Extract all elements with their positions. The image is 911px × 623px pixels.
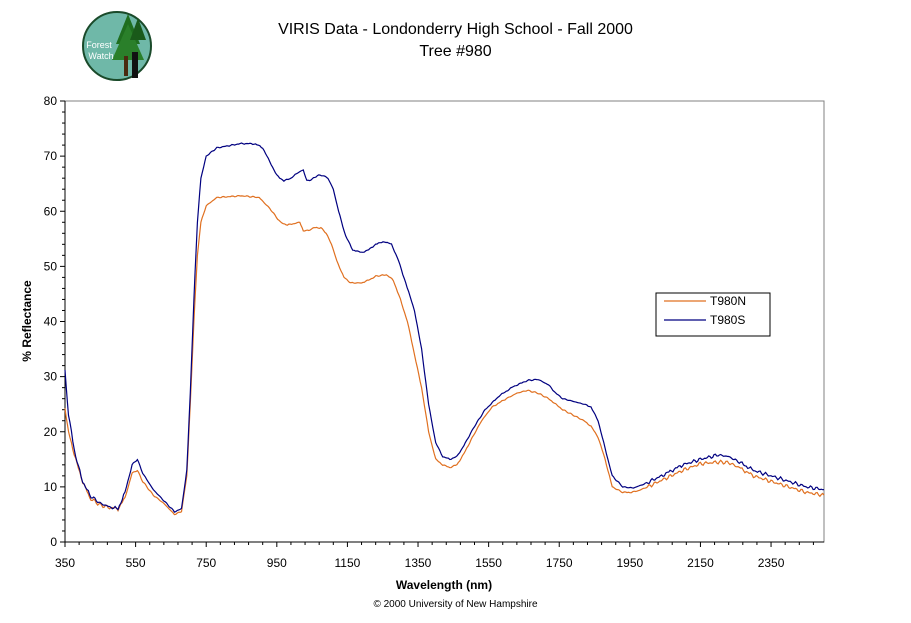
logo-text-watch: Watch: [88, 51, 113, 61]
y-tick-label: 70: [44, 149, 58, 163]
x-tick-label: 2350: [758, 556, 785, 570]
y-tick-label: 10: [44, 480, 58, 494]
reflectance-chart: 0 10 20 30 40 50 60 70 80 350 550 750 950 1150 1350 15…: [20, 94, 825, 592]
y-tick-label: 40: [44, 315, 58, 329]
x-tick-label: 750: [196, 556, 216, 570]
y-tick-label: 80: [44, 94, 58, 108]
y-tick-label: 20: [44, 425, 58, 439]
forest-watch-logo: Forest Watch: [82, 11, 152, 81]
logo-text-forest: Forest: [86, 40, 112, 50]
legend-box: [655, 292, 771, 337]
x-tick-label: 1750: [546, 556, 573, 570]
x-axis: 350 550 750 950 1150 1350 1550 1750 1950 2150 2350: [55, 541, 824, 570]
x-tick-label: 2150: [687, 556, 714, 570]
x-tick-label: 550: [126, 556, 146, 570]
x-tick-label: 1350: [405, 556, 432, 570]
chart-title: VIRIS Data - Londonderry High School - F…: [278, 21, 633, 38]
y-axis: 0 10 20 30 40 50 60 70 80: [44, 94, 66, 549]
legend: T980N T980S: [655, 292, 771, 337]
x-tick-label: 1950: [616, 556, 643, 570]
series-line-t980s: [64, 142, 825, 513]
y-axis-label: % Reflectance: [20, 280, 34, 362]
legend-label-t980n: T980N: [710, 294, 746, 308]
series-layer: [64, 142, 825, 516]
y-tick-label: 50: [44, 259, 58, 273]
chart-subtitle: Tree #980: [419, 43, 492, 60]
x-tick-label: 950: [267, 556, 287, 570]
x-tick-label: 350: [55, 556, 75, 570]
legend-label-t980s: T980S: [710, 313, 745, 327]
y-tick-label: 60: [44, 204, 58, 218]
tree-icon: [112, 14, 146, 78]
y-tick-label: 0: [50, 535, 57, 549]
copyright-footer: © 2000 University of New Hampshire: [373, 599, 538, 610]
x-axis-label: Wavelength (nm): [396, 578, 492, 592]
y-tick-label: 30: [44, 370, 58, 384]
x-tick-label: 1550: [475, 556, 502, 570]
x-tick-label: 1150: [335, 556, 361, 570]
